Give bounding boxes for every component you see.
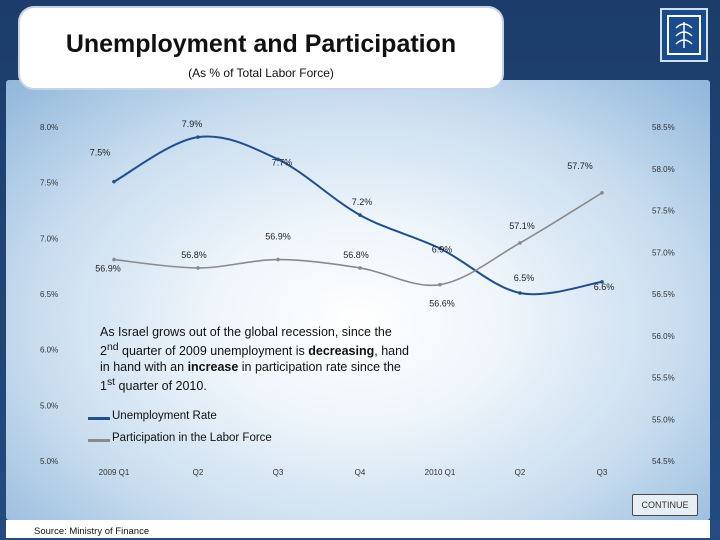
series-line-unemployment [113, 135, 603, 296]
note-line-2-b: quarter of 2009 unemployment is [118, 344, 309, 359]
data-point-unemployment [112, 179, 116, 184]
data-point-unemployment [438, 246, 442, 251]
footer-bar [6, 520, 710, 538]
data-point-participation [112, 257, 116, 262]
data-label: 57.1% [509, 221, 535, 231]
data-point-unemployment [196, 135, 200, 139]
y-left-tick-label: 6.5% [40, 290, 58, 299]
chart-panel [6, 80, 710, 520]
x-tick-label: Q3 [273, 468, 284, 477]
data-point-unemployment [276, 157, 280, 162]
note-line-4-b: quarter of 2010. [115, 379, 207, 394]
data-point-participation [358, 266, 362, 270]
y-left-tick-label: 7.0% [40, 234, 58, 243]
chart-title: Unemployment and Participation [65, 30, 457, 58]
legend-swatch-unemployment [88, 417, 110, 420]
note-increase: increase [187, 360, 239, 375]
continue-button[interactable]: CONTINUE [632, 494, 698, 516]
note-line-4-sup: st [106, 377, 116, 389]
emblem-icon [660, 8, 708, 62]
y-right-tick-label: 55.5% [652, 374, 675, 383]
y-left-tick-label: 7.5% [40, 179, 58, 188]
chart-subtitle: (As % of Total Labor Force) [188, 66, 334, 80]
data-point-participation [600, 191, 604, 195]
data-label: 56.8% [343, 250, 369, 260]
y-right-tick-label: 58.0% [652, 165, 675, 174]
legend-label-participation: Participation in the Labor Force [112, 432, 272, 444]
note-line-2-c: , hand [374, 344, 410, 359]
data-point-participation [196, 266, 200, 270]
chart-legend: Unemployment Rate Participation in the L… [84, 408, 324, 454]
data-point-participation [518, 241, 522, 245]
x-tick-label: 2009 Q1 [99, 468, 130, 477]
annotation-text: As Israel grows out of the global recess… [100, 324, 460, 394]
y-right-tick-label: 57.5% [652, 207, 675, 216]
y-right-tick-label: 56.5% [652, 290, 675, 299]
data-point-participation [276, 257, 280, 262]
data-label: 56.9% [265, 232, 291, 242]
data-label: 56.8% [181, 250, 207, 260]
note-line-3-b: in participation rate since the [238, 360, 401, 375]
data-label: 7.9% [182, 119, 203, 129]
data-label: 7.2% [352, 197, 373, 207]
note-line-3-a: in hand with an [100, 360, 188, 375]
data-label: 7.7% [272, 157, 293, 167]
y-left-tick-label: 5.0% [40, 457, 58, 466]
x-tick-label: Q2 [515, 468, 526, 477]
note-line-2-sup: nd [106, 342, 119, 353]
data-point-unemployment [358, 213, 362, 217]
legend-label-unemployment: Unemployment Rate [112, 410, 217, 422]
y-left-tick-label: 8.0% [40, 123, 58, 132]
data-label: 57.7% [567, 161, 593, 171]
data-label: 56.6% [429, 299, 455, 309]
legend-swatch-participation [88, 439, 110, 442]
data-label: 6.9% [432, 244, 453, 254]
y-right-tick-label: 54.5% [652, 457, 675, 466]
x-tick-label: 2010 Q1 [425, 468, 456, 477]
y-left-tick-label: 6.0% [40, 346, 58, 355]
data-label: 6.5% [514, 273, 535, 283]
data-point-unemployment [600, 280, 604, 284]
data-label: 56.9% [95, 264, 121, 274]
y-left-tick-label: 5.0% [40, 401, 58, 410]
y-right-tick-label: 56.0% [652, 332, 675, 341]
y-right-tick-label: 58.5% [652, 123, 675, 132]
x-tick-label: Q3 [597, 468, 608, 477]
note-line-1: As Israel grows out of the global recess… [100, 325, 392, 339]
y-right-tick-label: 57.0% [652, 248, 675, 257]
title-box: Unemployment and Participation (As % of … [20, 8, 502, 88]
note-line-2-a: 2 [100, 344, 107, 359]
x-tick-label: Q2 [193, 468, 204, 477]
data-label: 7.5% [90, 148, 111, 158]
source-note: Source: Ministry of Finance [34, 526, 150, 537]
y-right-tick-label: 55.0% [652, 415, 675, 424]
data-label: 6.6% [594, 282, 615, 292]
x-tick-label: Q4 [355, 468, 366, 477]
note-line-4-a: 1 [100, 379, 107, 394]
data-point-unemployment [518, 291, 522, 295]
data-point-participation [438, 282, 442, 287]
note-decreasing: decreasing [308, 344, 375, 359]
